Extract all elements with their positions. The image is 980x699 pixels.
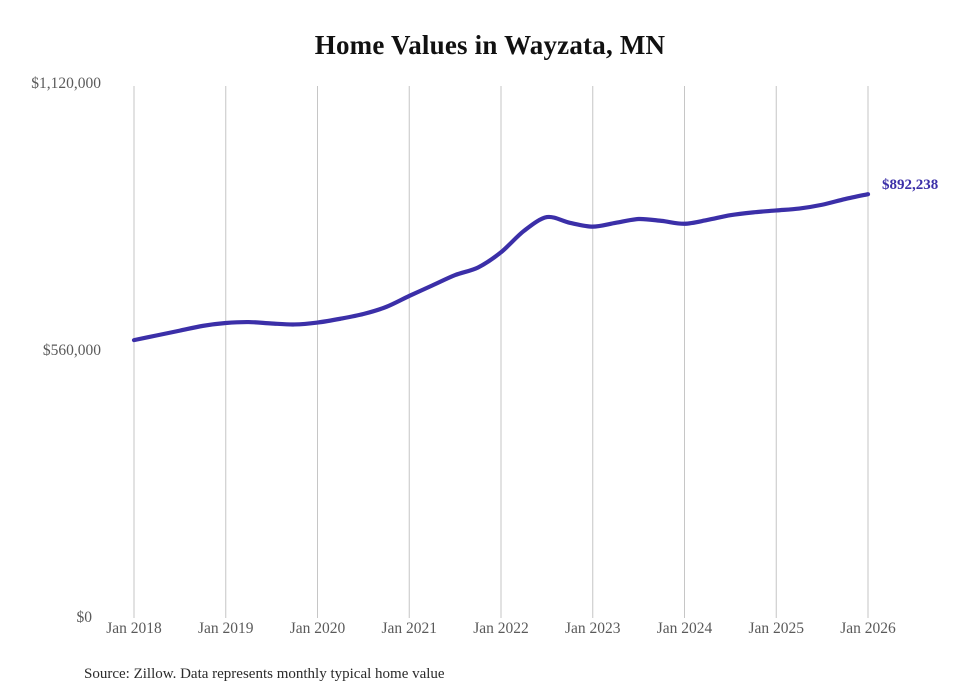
x-axis-tick-label: Jan 2019 [197, 620, 254, 637]
x-axis-tick-label: Jan 2021 [381, 620, 438, 637]
x-axis-tick-label: Jan 2022 [473, 620, 529, 637]
x-axis-tick-label: Jan 2023 [564, 620, 621, 637]
y-axis-tick-label-zero: $0 [76, 609, 93, 626]
x-axis-tick-label: Jan 2018 [106, 620, 162, 637]
x-axis-tick-label: Jan 2026 [840, 620, 896, 637]
y-axis-tick-label-mid: $560,000 [42, 342, 101, 359]
chart-title: Home Values in Wayzata, MN [314, 30, 666, 60]
x-axis-tick-label: Jan 2020 [289, 620, 346, 637]
x-axis-tick-label: Jan 2024 [656, 620, 713, 637]
source-footnote: Source: Zillow. Data represents monthly … [84, 666, 445, 682]
data-line-series-0 [131, 192, 871, 343]
end-value-annotation: $892,238 [882, 177, 939, 194]
y-axis-tick-label-top: $1,120,000 [31, 75, 101, 92]
gridline-group [133, 86, 869, 618]
x-axis-tick-label: Jan 2025 [748, 620, 805, 637]
